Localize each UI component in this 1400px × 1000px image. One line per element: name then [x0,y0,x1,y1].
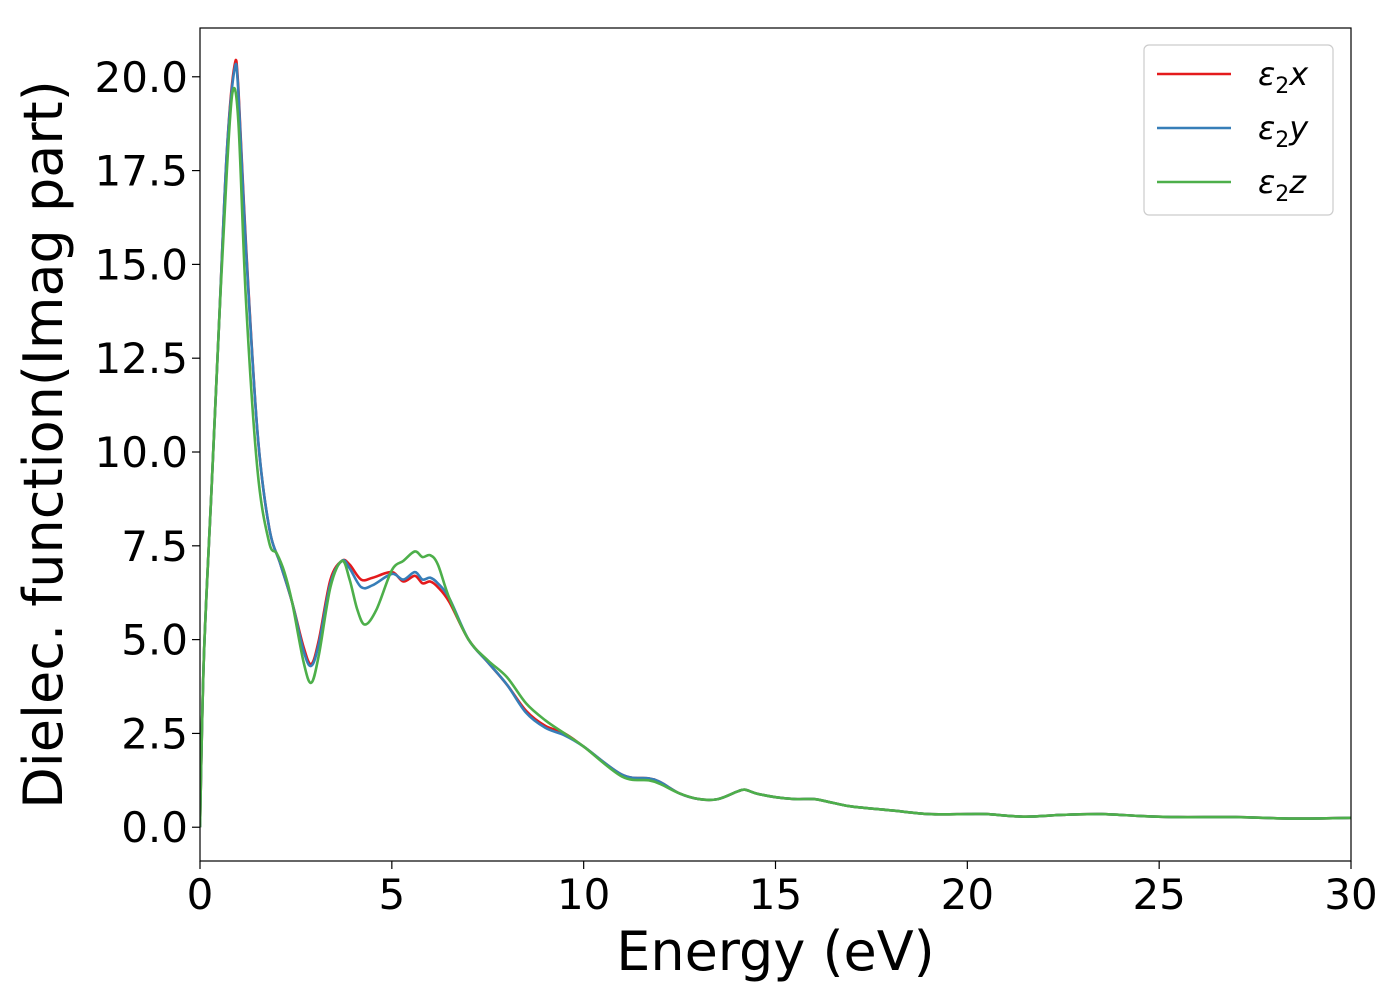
y-tick-label: 17.5 [94,147,188,196]
legend-box [1143,44,1334,216]
y-tick-label: 2.5 [121,709,188,758]
legend-label-y: ε2y [1258,109,1309,153]
x-tick-label: 15 [749,870,802,919]
x-tick-label: 5 [378,870,405,919]
x-tick-label: 20 [941,870,994,919]
x-tick-label: 0 [187,870,214,919]
y-tick-label: 10.0 [94,428,188,477]
y-tick-label: 20.0 [94,53,188,102]
y-tick-label: 15.0 [94,240,188,289]
y-tick-label: 5.0 [121,616,188,665]
y-tick-label: 7.5 [121,522,188,571]
x-tick-label: 25 [1132,870,1185,919]
x-tick-label: 30 [1324,870,1377,919]
legend-label-x: ε2x [1258,55,1309,99]
x-tick-label: 10 [557,870,610,919]
series-line-z [200,86,1351,828]
legend-label-z: ε2z [1258,163,1307,207]
x-axis-label: Energy (eV) [616,920,935,983]
legend: ε2x ε2y ε2z [1143,44,1334,216]
series-layer [200,58,1351,828]
y-axis-label: Dielec. function(Imag part) [12,80,75,809]
y-tick-label: 0.0 [121,803,188,852]
y-axis-ticks: 0.0 2.5 5.0 7.5 10.0 12.5 15.0 17.5 20.0 [94,53,200,852]
y-tick-label: 12.5 [94,334,188,383]
x-axis-ticks: 0 5 10 15 20 25 30 [187,861,1378,919]
